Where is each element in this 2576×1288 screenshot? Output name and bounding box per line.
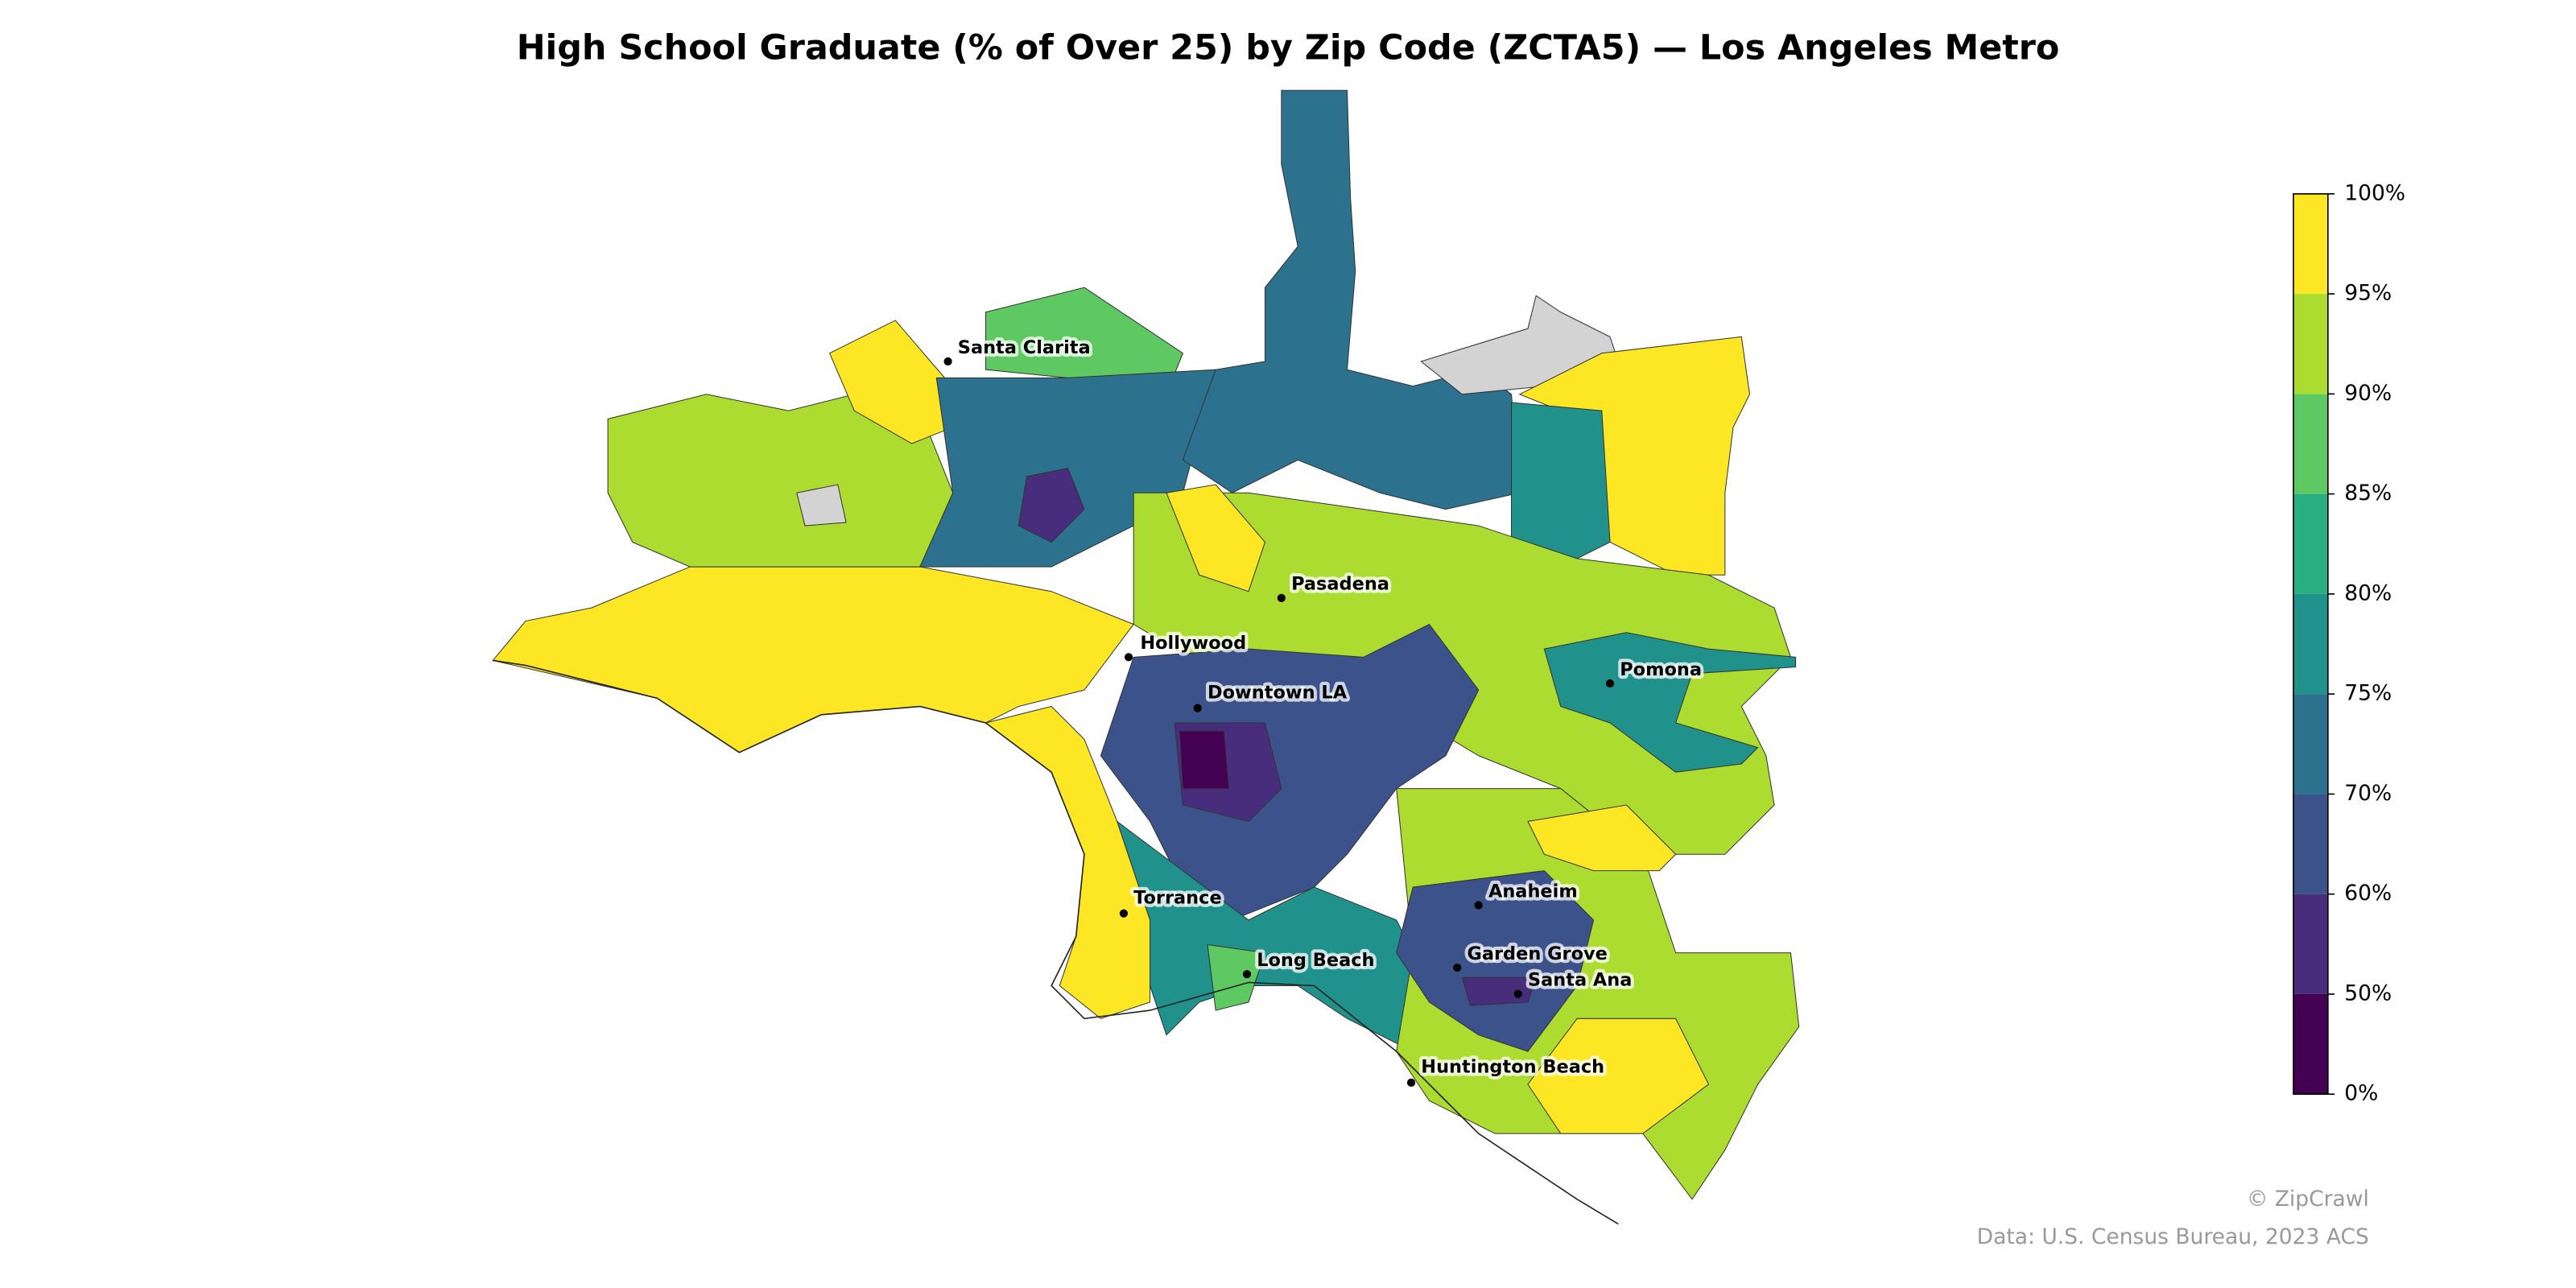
credit: © ZipCrawl xyxy=(2247,1187,2369,1212)
region xyxy=(1527,804,1677,872)
city-label: Pomona xyxy=(1620,659,1702,680)
colorbar-step xyxy=(2293,593,2328,695)
city-label: Pasadena xyxy=(1291,574,1389,595)
zip-regions xyxy=(492,89,1800,1225)
colorbar-step xyxy=(2293,694,2328,795)
city-label: Long Beach xyxy=(1257,950,1374,971)
region xyxy=(1527,1018,1710,1134)
region xyxy=(1166,484,1266,592)
colorbar: 0% 50% 60% 70% 75% 80% 85% 90% 95% 100% xyxy=(2293,180,2405,1106)
region xyxy=(796,484,847,526)
region xyxy=(1511,402,1611,559)
colorbar-step xyxy=(2293,894,2328,994)
region xyxy=(1207,943,1266,1011)
city-dot xyxy=(1119,909,1129,918)
colorbar-step xyxy=(2293,493,2328,594)
colorbar-step xyxy=(2293,993,2328,1095)
region xyxy=(1461,976,1537,1006)
city-dot xyxy=(943,357,952,366)
region xyxy=(1543,632,1797,773)
colorbar-tick-label: 60% xyxy=(2344,881,2392,906)
region xyxy=(1100,623,1480,921)
city-dot xyxy=(1193,704,1202,712)
city-label: Hollywood xyxy=(1140,633,1246,654)
city-label: Huntington Beach xyxy=(1421,1057,1604,1078)
region xyxy=(1018,468,1085,543)
colorbar-step xyxy=(2293,794,2328,894)
region xyxy=(1396,870,1595,1052)
title: High School Graduate (% of Over 25) by Z… xyxy=(517,27,2060,68)
city-label: Downtown LA xyxy=(1208,682,1348,703)
city-label: Anaheim xyxy=(1488,881,1578,902)
region xyxy=(1182,89,1521,510)
city-label: Garden Grove xyxy=(1467,943,1607,964)
colorbar-step xyxy=(2293,294,2328,394)
city-label: Santa Ana xyxy=(1528,969,1632,990)
city-label: Santa Clarita xyxy=(958,337,1091,358)
city-dot xyxy=(1605,679,1615,688)
region xyxy=(1179,730,1230,790)
colorbar-tick-label: 50% xyxy=(2344,980,2392,1005)
city-dot xyxy=(1406,1078,1416,1087)
city-dot xyxy=(1453,963,1462,972)
region xyxy=(1116,820,1430,1052)
city-dot xyxy=(1474,901,1483,910)
city-dot xyxy=(1124,653,1133,662)
credit: Data: U.S. Census Bureau, 2023 ACS xyxy=(1977,1224,2369,1249)
city-markers: Santa Clarita Pasadena Hollywood Downtow… xyxy=(943,334,1705,1087)
city-label: Torrance xyxy=(1133,887,1222,908)
city-dot xyxy=(1242,970,1252,979)
colorbar-tick-label: 80% xyxy=(2344,580,2392,605)
city-dot xyxy=(1277,593,1286,602)
colorbar-step xyxy=(2293,193,2328,295)
coastline xyxy=(493,659,1619,1225)
colorbar-step xyxy=(2293,394,2328,494)
colorbar-tick-label: 85% xyxy=(2344,481,2392,506)
colorbar-tick-label: 0% xyxy=(2344,1081,2378,1106)
colorbar-tick-label: 100% xyxy=(2344,180,2405,205)
colorbar-tick-label: 90% xyxy=(2344,381,2392,406)
colorbar-tick-label: 95% xyxy=(2344,281,2392,306)
colorbar-tick-label: 75% xyxy=(2344,681,2392,706)
city-dot xyxy=(1513,989,1522,998)
colorbar-frame xyxy=(2293,193,2329,1095)
colorbar-tick-label: 70% xyxy=(2344,781,2392,806)
